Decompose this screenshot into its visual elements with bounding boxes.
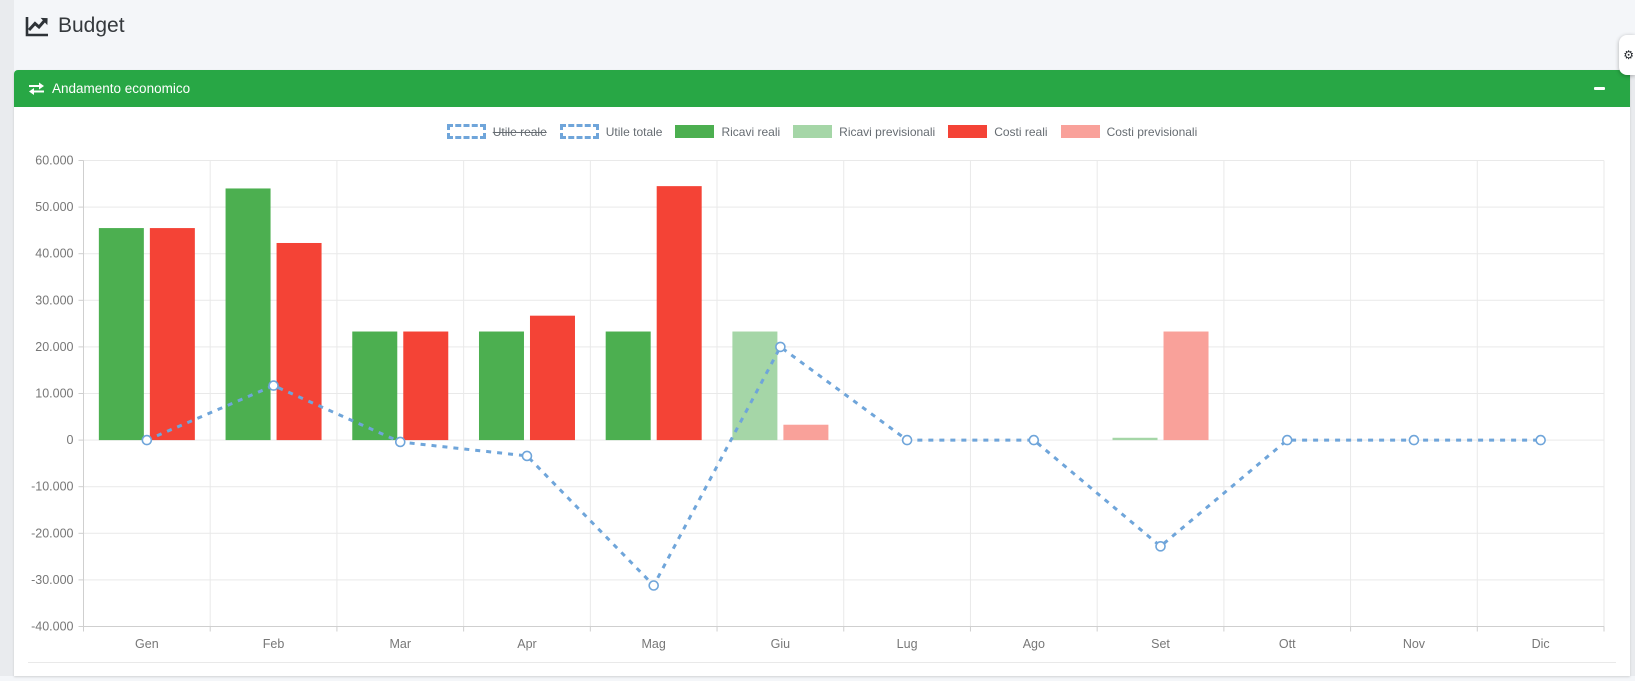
- page-title: Budget: [24, 14, 125, 38]
- x-tick-label: Lug: [897, 637, 918, 651]
- legend-swatch: [1060, 125, 1100, 138]
- x-tick-label: Set: [1151, 637, 1170, 651]
- chart-bar-costi-reali: [149, 228, 195, 441]
- chart-point: [521, 450, 533, 462]
- chart-line-icon: [24, 14, 50, 38]
- x-tick-label: Mar: [390, 637, 412, 651]
- legend-item-costi-previsionali[interactable]: Costi previsionali: [1060, 124, 1198, 139]
- chart-point: [268, 380, 279, 391]
- legend-item-ricavi-reali[interactable]: Ricavi reali: [675, 125, 780, 139]
- panel-header: Andamento economico: [14, 70, 1630, 107]
- x-tick-label: Gen: [135, 637, 159, 651]
- chart-point: [775, 341, 786, 353]
- legend-label: Ricavi reali: [721, 124, 781, 139]
- andamento-economico-panel: Andamento economico Utile reale Utile tot…: [14, 70, 1630, 676]
- y-tick-label: 20.000: [35, 340, 73, 354]
- x-tick-label: Dic: [1532, 637, 1550, 651]
- panel-title: Andamento economico: [52, 81, 191, 96]
- y-tick-label: -40.000: [31, 620, 73, 634]
- x-tick-label: Giu: [771, 637, 791, 651]
- chart-bar-ricavi-previsionali: [732, 331, 778, 441]
- chart-bar-ricavi-reali: [225, 188, 271, 441]
- legend-swatch: [793, 125, 833, 138]
- chart-canvas: 60.000 50.000 40.000 30.000 20.000 10.000 0 -10…: [31, 154, 1605, 651]
- minus-icon: [1593, 87, 1605, 90]
- y-tick-label: 60.000: [35, 154, 73, 168]
- legend-label: Ricavi previsionali: [839, 124, 936, 139]
- chart-bar-costi-previsionali: [1163, 331, 1209, 441]
- chart-line-utile-totale: [146, 344, 1541, 589]
- collapse-panel-button[interactable]: [1590, 80, 1608, 98]
- chart-bar-ricavi-reali: [352, 331, 398, 441]
- chart-bar-ricavi-reali: [605, 331, 651, 441]
- legend-swatch: [446, 124, 486, 139]
- page-left-gutter: [0, 0, 14, 676]
- page-right-gutter: [1630, 60, 1635, 676]
- chart-point: [1408, 434, 1420, 446]
- legend-label: Costi reali: [994, 124, 1048, 139]
- chart-area: 60.000 50.000 40.000 30.000 20.000 10.000 0 -10…: [14, 107, 1630, 676]
- y-tick-label: 40.000: [35, 247, 73, 261]
- legend-item-ricavi-previsionali[interactable]: Ricavi previsionali: [793, 125, 935, 139]
- legend-item-utile-totale[interactable]: Utile totale: [559, 124, 663, 139]
- chart-bar-costi-reali: [529, 315, 575, 441]
- x-tick-label: Ott: [1279, 637, 1296, 651]
- exchange-arrows-icon: [28, 82, 45, 95]
- chart-point: [1535, 434, 1546, 446]
- chart-bar-ricavi-reali: [478, 331, 524, 441]
- gear-icon: ⚙: [1623, 48, 1634, 62]
- chart-point: [141, 434, 153, 446]
- chart-bar-costi-previsionali: [783, 424, 829, 441]
- chart-point: [394, 436, 406, 448]
- chart-legend: Utile reale Utile totale Ricavi reali Ricav…: [14, 124, 1630, 139]
- legend-swatch: [675, 125, 715, 138]
- x-tick-label: Feb: [263, 637, 285, 651]
- page-header: Budget: [14, 0, 1635, 60]
- x-tick-label: Nov: [1403, 637, 1426, 651]
- y-tick-label: -30.000: [31, 573, 73, 587]
- page-title-text: Budget: [58, 14, 125, 37]
- chart-bar-ricavi-reali: [98, 228, 144, 441]
- y-tick-label: 10.000: [35, 387, 73, 401]
- x-tick-label: Apr: [517, 637, 536, 651]
- legend-item-costi-reali[interactable]: Costi reali: [948, 124, 1048, 139]
- chart-bar-ricavi-previsionali: [1112, 437, 1158, 441]
- y-tick-label: 30.000: [35, 293, 73, 307]
- settings-flyout-button[interactable]: ⚙: [1619, 35, 1635, 75]
- chart-bar-costi-reali: [276, 242, 322, 441]
- chart-bar-costi-reali: [403, 331, 449, 441]
- chart-bar-costi-reali: [656, 186, 702, 441]
- chart-point: [648, 580, 659, 591]
- y-tick-label: -20.000: [31, 526, 73, 540]
- chart-point: [1281, 434, 1293, 446]
- chart-point: [901, 434, 913, 446]
- x-tick-label: Mag: [642, 637, 666, 651]
- legend-swatch: [559, 124, 599, 139]
- legend-label: Utile totale: [605, 124, 663, 139]
- legend-swatch: [948, 125, 988, 138]
- panel-body: Utile reale Utile totale Ricavi reali Ricav…: [14, 107, 1630, 676]
- legend-item-utile-reale[interactable]: Utile reale: [446, 124, 547, 139]
- y-tick-label: -10.000: [31, 480, 73, 494]
- legend-label: Costi previsionali: [1106, 124, 1198, 139]
- legend-label: Utile reale: [492, 124, 547, 139]
- panel-bottom-divider: [28, 662, 1616, 663]
- chart-point: [1028, 434, 1040, 446]
- y-tick-label: 0: [67, 433, 74, 447]
- chart-point: [1155, 541, 1166, 552]
- x-tick-label: Ago: [1023, 637, 1045, 651]
- y-tick-label: 50.000: [35, 200, 73, 214]
